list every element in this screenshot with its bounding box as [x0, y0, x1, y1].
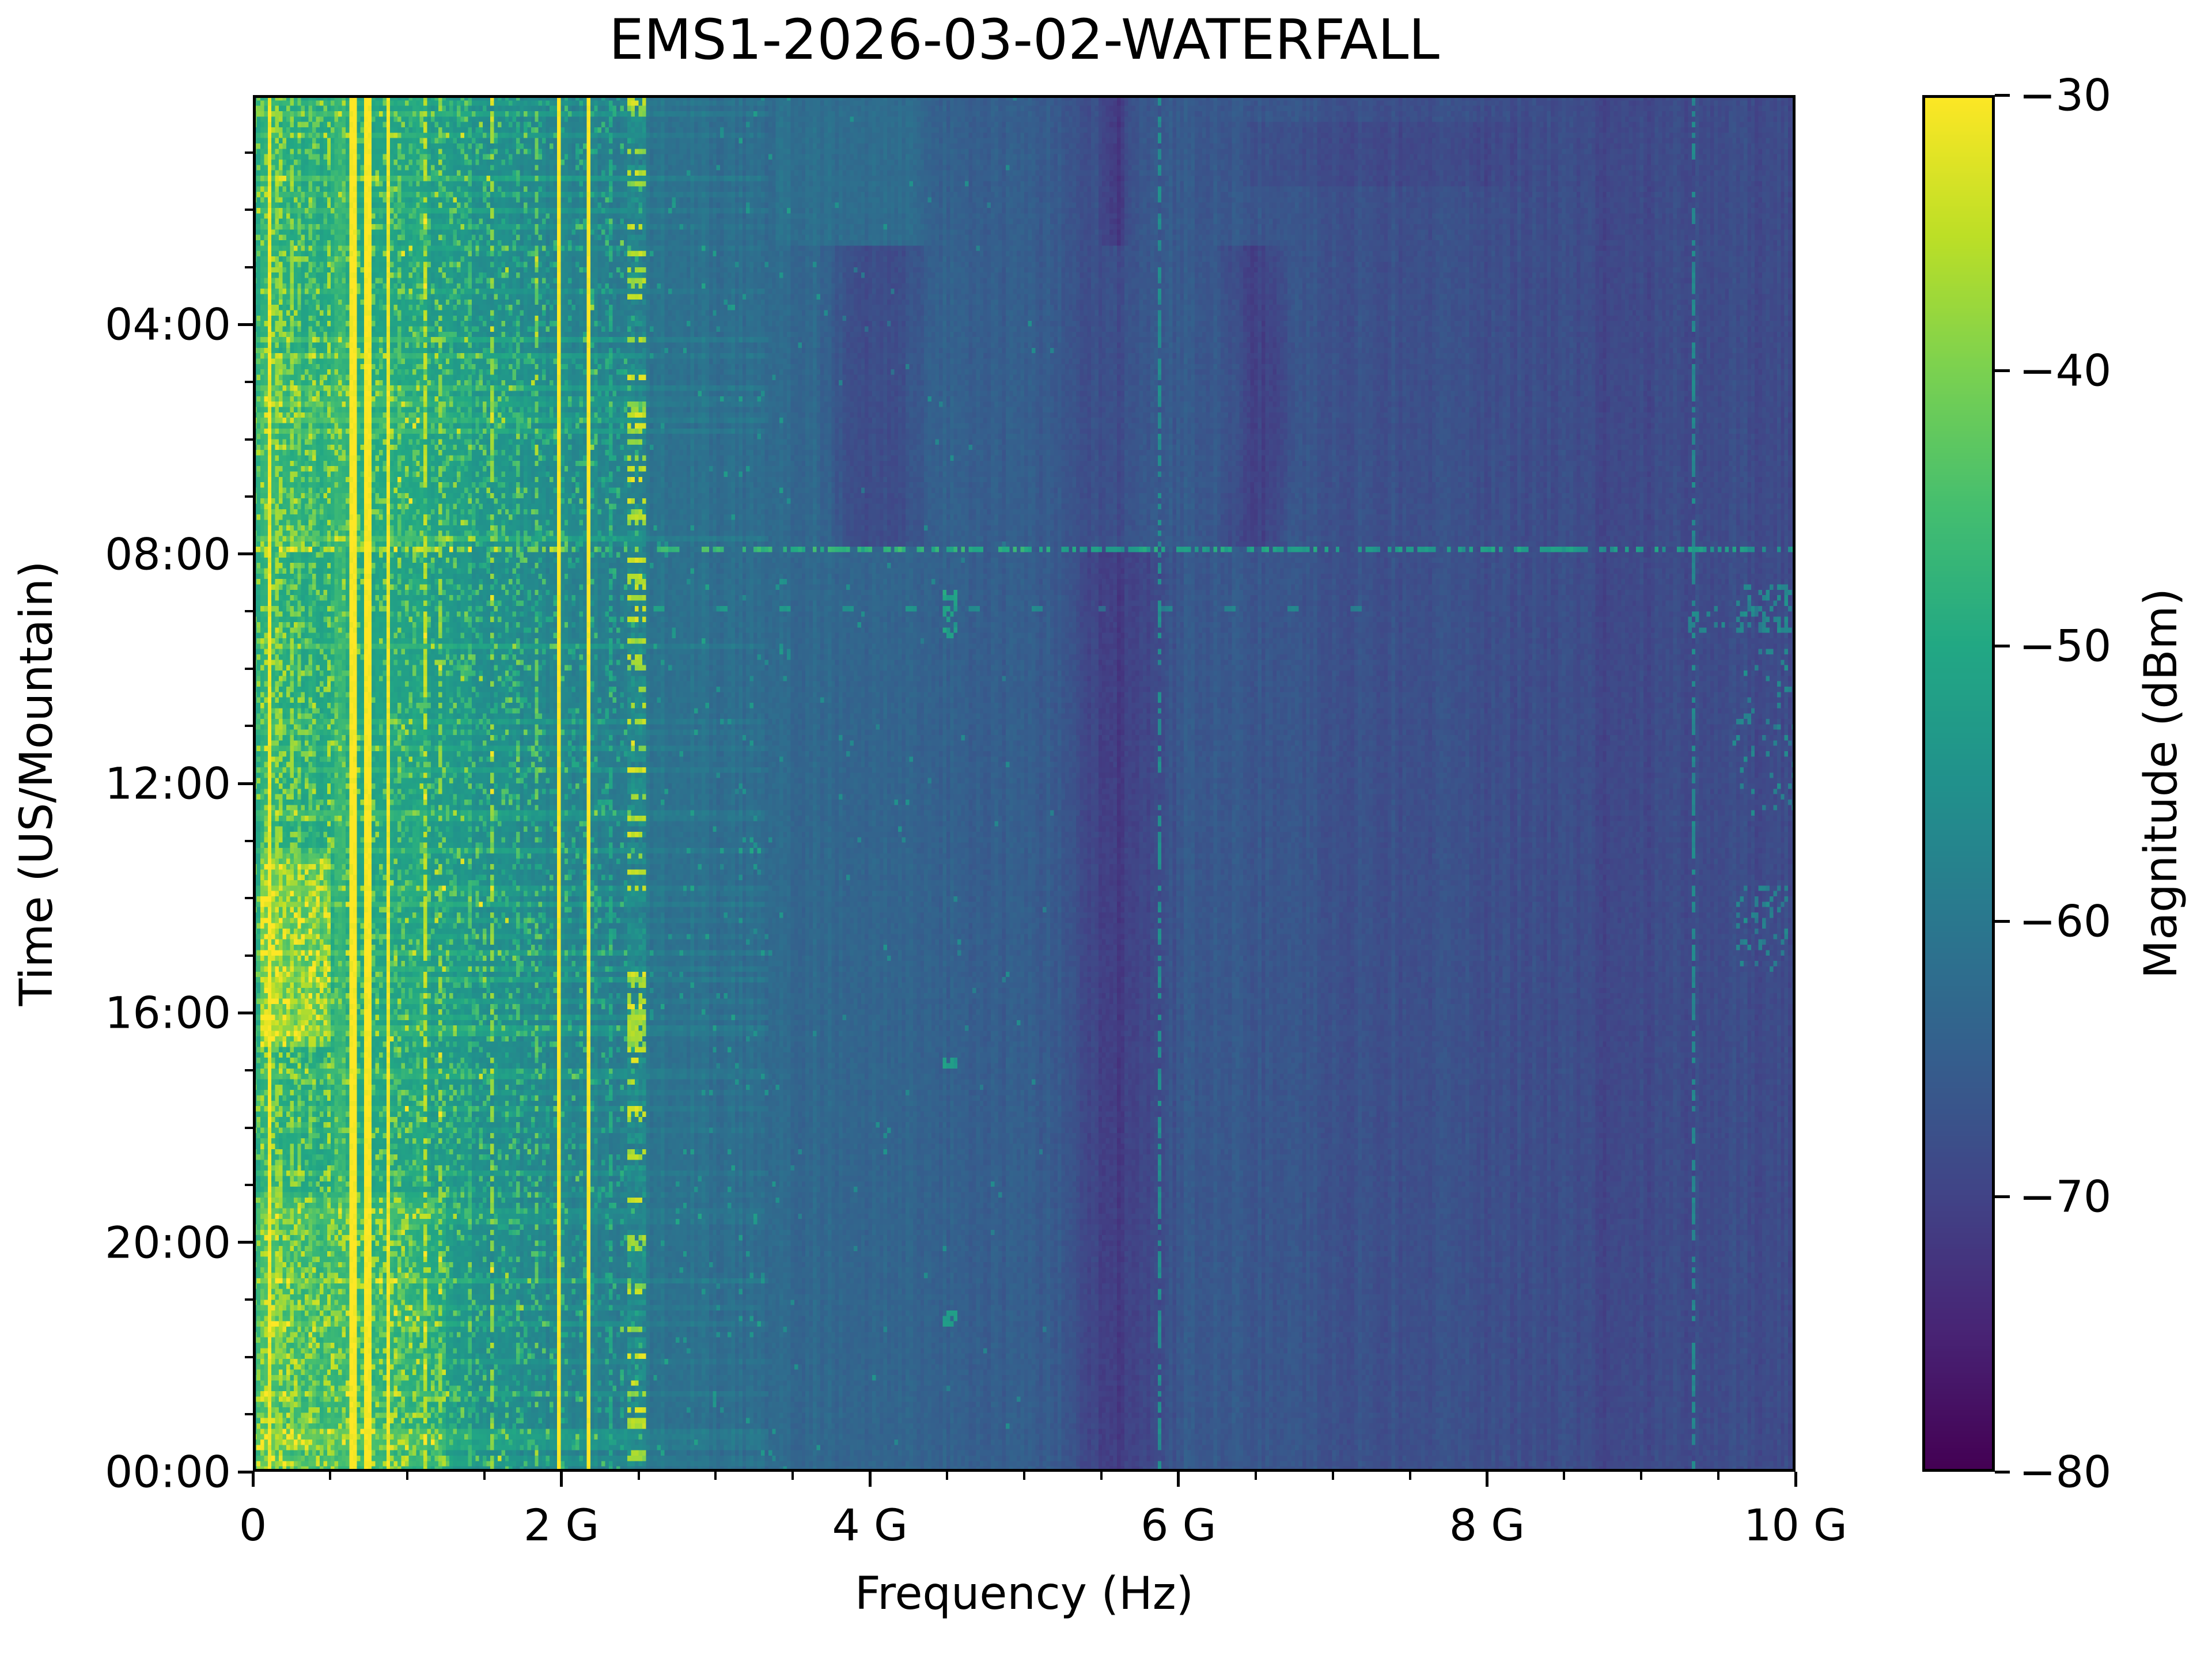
- colorbar-tick-label: −30: [2019, 69, 2112, 121]
- y-tick-label: 16:00: [104, 987, 231, 1039]
- colorbar-axis-label: Magnitude (dBm): [2135, 588, 2187, 979]
- y-minor-tick: [245, 151, 253, 154]
- x-tick-label: 0: [238, 1499, 267, 1551]
- x-axis-label: Frequency (Hz): [854, 1568, 1194, 1620]
- colorbar-tick: [1995, 644, 2010, 647]
- x-minor-tick: [1563, 1472, 1566, 1480]
- x-minor-tick: [637, 1472, 640, 1480]
- y-minor-tick: [245, 954, 253, 957]
- y-minor-tick: [245, 1184, 253, 1187]
- x-tick-label: 10 G: [1744, 1499, 1847, 1551]
- y-tick-label: 00:00: [104, 1446, 231, 1498]
- y-minor-tick: [245, 725, 253, 728]
- colorbar-tick-label: −60: [2019, 895, 2112, 947]
- colorbar-tick: [1995, 93, 2010, 97]
- x-tick-label: 6 G: [1141, 1499, 1217, 1551]
- y-minor-tick: [245, 897, 253, 900]
- x-minor-tick: [791, 1472, 794, 1480]
- x-major-tick: [1177, 1472, 1180, 1487]
- x-minor-tick: [1331, 1472, 1334, 1480]
- y-major-tick: [238, 1241, 253, 1244]
- y-tick-label: 08:00: [104, 528, 231, 580]
- heatmap-plot-area: [253, 95, 1796, 1472]
- x-minor-tick: [483, 1472, 486, 1480]
- x-tick-label: 8 G: [1449, 1499, 1525, 1551]
- y-tick-label: 04:00: [104, 298, 231, 350]
- colorbar-tick: [1995, 1195, 2010, 1198]
- y-minor-tick: [245, 667, 253, 670]
- x-tick-label: 4 G: [832, 1499, 908, 1551]
- y-major-tick: [238, 782, 253, 785]
- x-tick-label: 2 G: [523, 1499, 600, 1551]
- x-minor-tick: [1023, 1472, 1025, 1480]
- y-minor-tick: [245, 1126, 253, 1129]
- x-major-tick: [1794, 1472, 1797, 1487]
- x-minor-tick: [714, 1472, 717, 1480]
- colorbar-tick-label: −80: [2019, 1446, 2112, 1498]
- x-major-tick: [868, 1472, 872, 1487]
- y-major-tick: [238, 1470, 253, 1474]
- x-major-tick: [1485, 1472, 1488, 1487]
- colorbar: [1922, 95, 1995, 1472]
- x-minor-tick: [1100, 1472, 1103, 1480]
- chart-title: EMS1-2026-03-02-WATERFALL: [609, 7, 1440, 72]
- y-minor-tick: [245, 1298, 253, 1301]
- y-minor-tick: [245, 1413, 253, 1416]
- y-minor-tick: [245, 209, 253, 211]
- x-minor-tick: [406, 1472, 408, 1480]
- y-minor-tick: [245, 495, 253, 498]
- colorbar-tick: [1995, 1470, 2010, 1474]
- y-major-tick: [238, 552, 253, 556]
- y-minor-tick: [245, 1069, 253, 1071]
- colorbar-tick: [1995, 369, 2010, 372]
- x-minor-tick: [1717, 1472, 1720, 1480]
- x-major-tick: [560, 1472, 563, 1487]
- y-minor-tick: [245, 1355, 253, 1358]
- x-minor-tick: [1408, 1472, 1411, 1480]
- colorbar-tick-label: −50: [2019, 620, 2112, 672]
- x-minor-tick: [946, 1472, 949, 1480]
- y-axis-label: Time (US/Mountain): [11, 560, 63, 1006]
- y-major-tick: [238, 323, 253, 326]
- colorbar-tick: [1995, 919, 2010, 923]
- y-major-tick: [238, 1011, 253, 1014]
- colorbar-gradient-canvas: [1922, 95, 1995, 1472]
- y-minor-tick: [245, 438, 253, 441]
- y-tick-label: 12:00: [104, 757, 231, 809]
- y-minor-tick: [245, 266, 253, 268]
- y-minor-tick: [245, 610, 253, 613]
- x-minor-tick: [328, 1472, 331, 1480]
- colorbar-tick-label: −40: [2019, 344, 2112, 396]
- y-minor-tick: [245, 839, 253, 842]
- x-minor-tick: [1640, 1472, 1643, 1480]
- x-major-tick: [251, 1472, 255, 1487]
- y-minor-tick: [245, 380, 253, 383]
- x-minor-tick: [1254, 1472, 1257, 1480]
- waterfall-heatmap-canvas: [253, 95, 1796, 1472]
- colorbar-tick-label: −70: [2019, 1171, 2112, 1222]
- y-tick-label: 20:00: [104, 1217, 231, 1268]
